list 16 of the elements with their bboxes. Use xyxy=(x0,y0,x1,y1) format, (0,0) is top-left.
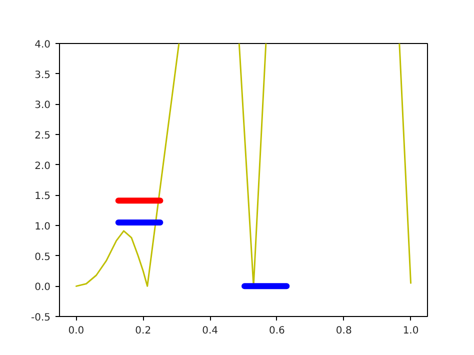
y-tick-label: 0.0 xyxy=(34,282,51,294)
y-tick-label: 1.0 xyxy=(34,222,51,232)
y-tick-label: 2.5 xyxy=(34,130,51,142)
y-tick-label: 2.0 xyxy=(34,160,51,172)
x-tick-label: 0.2 xyxy=(135,326,152,336)
x-tick-label: 0.4 xyxy=(202,326,218,336)
y-tick-label: 3.5 xyxy=(34,70,51,81)
x-tick-label: 0.0 xyxy=(68,326,84,336)
y-tick-label: -0.5 xyxy=(30,312,51,324)
y-tick-label: 3.0 xyxy=(34,100,51,112)
y-tick-label: 0.5 xyxy=(34,252,51,263)
x-tick-label: 0.8 xyxy=(336,326,352,336)
x-tick-label: 0.6 xyxy=(269,326,285,336)
y-tick-label: 4.0 xyxy=(34,40,51,50)
x-tick-label: 1.0 xyxy=(402,326,419,336)
y-tick-label: 1.5 xyxy=(34,191,51,202)
